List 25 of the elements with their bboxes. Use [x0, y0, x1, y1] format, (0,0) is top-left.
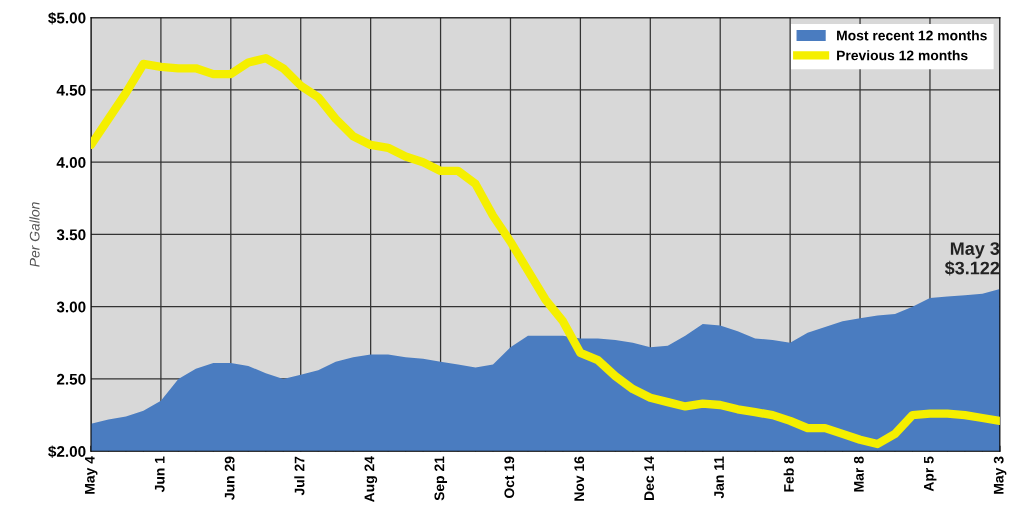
y-tick-label: 2.50 [56, 373, 86, 385]
y-tick-label: $2.00 [48, 445, 86, 458]
x-tick-label: Feb 8 [783, 456, 794, 492]
legend-label: Previous 12 months [837, 50, 968, 61]
x-tick-label: Jun 1 [154, 456, 165, 493]
x-tick-label: Apr 5 [924, 456, 937, 492]
annotation: May 3 $3.122 [944, 242, 1000, 276]
x-tick-label: Nov 16 [574, 456, 585, 501]
x-tick-label: Jun 29 [224, 456, 235, 500]
x-tick-label: Jan 11 [714, 456, 724, 499]
y-tick-label: 3.50 [56, 229, 86, 241]
x-tick-label: Mar 8 [853, 456, 864, 492]
x-tick-label: Jul 27 [294, 456, 305, 496]
x-tick-label: Aug 24 [364, 456, 378, 503]
x-tick-label: May 4 [85, 456, 98, 494]
y-tick-label: 3.00 [56, 301, 86, 313]
y-axis-title: Per Gallon [29, 202, 40, 267]
y-tick-label: $5.00 [48, 11, 86, 25]
x-tick-label: Dec 14 [644, 456, 655, 500]
x-tick-label: Oct 19 [504, 456, 515, 498]
x-tick-label: May 3 [993, 456, 1007, 494]
y-tick-label: 4.00 [56, 157, 86, 168]
x-tick-label: Sep 21 [434, 456, 448, 501]
legend-label: Most recent 12 months [837, 30, 987, 41]
y-tick-label: 4.50 [56, 84, 86, 96]
